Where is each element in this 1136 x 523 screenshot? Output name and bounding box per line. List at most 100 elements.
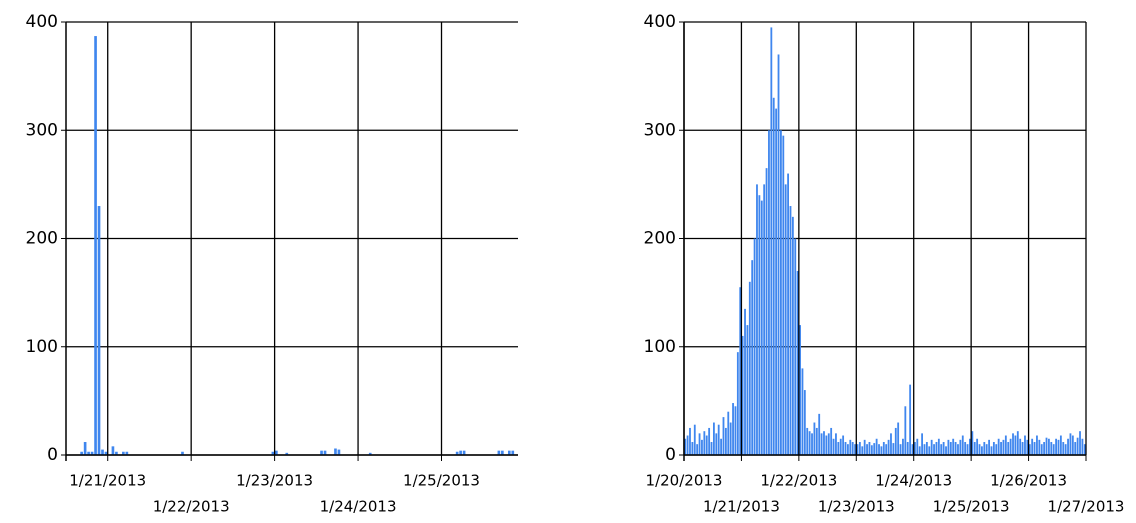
bar [1062,442,1065,455]
bar [885,444,888,455]
bar [1019,438,1022,455]
bar [732,403,734,455]
bar [801,368,804,455]
bar [724,427,727,455]
bar [844,442,847,455]
x-tick-label: 1/27/2013 [1048,498,1125,516]
bar [818,413,821,455]
bar [455,451,459,455]
bar [101,449,104,455]
bar [954,442,957,455]
bar [763,184,766,455]
bar [985,444,988,455]
bar [823,431,825,455]
x-tick-label: 1/23/2013 [818,498,895,516]
bar [686,435,689,455]
bar [794,238,797,455]
y-tick-label: 100 [644,337,676,357]
bar [906,442,909,455]
bar [780,130,782,455]
bar [976,438,979,455]
bar [1059,435,1062,455]
y-tick-label: 200 [644,229,676,249]
bar [890,433,892,455]
bar [1012,433,1014,455]
bar [1050,442,1053,455]
bar [756,184,758,455]
bar [104,451,108,455]
bar [914,442,916,455]
bar [973,442,976,455]
x-tick-label: 1/20/2013 [646,472,723,490]
bar [782,135,785,455]
bar [799,325,801,455]
bar [689,427,691,455]
bar [1016,431,1019,455]
bar [897,422,900,455]
bar [928,446,931,455]
x-tick-label: 1/24/2013 [320,498,397,516]
bar [1055,438,1057,455]
bar [827,433,830,455]
bar [722,417,725,455]
x-tick-label: 1/21/2013 [703,498,780,516]
bar [947,439,950,455]
bar [83,442,87,455]
bar [111,446,115,455]
bar [741,335,744,455]
bar [909,384,912,455]
bar [275,450,278,455]
bar [937,438,940,455]
bar [736,352,739,455]
x-tick-label: 1/26/2013 [990,472,1067,490]
bar [942,442,945,455]
y-tick-label: 300 [644,120,676,140]
bar [899,444,902,455]
bar [94,36,97,455]
bar [842,435,845,455]
bar [964,442,967,455]
bar [90,451,94,455]
bar [935,442,938,455]
bar [959,439,962,455]
bar [952,438,955,455]
bar [961,435,964,455]
bar [925,442,928,455]
bar [1009,438,1012,455]
bar [125,451,129,455]
x-tick-label: 1/25/2013 [933,498,1010,516]
bar [990,446,993,455]
bar [849,439,852,455]
bar [1045,437,1048,455]
bar [459,450,462,455]
bar [940,444,943,455]
bar [787,173,789,456]
bar [696,444,699,455]
bar [768,130,770,455]
bar [720,438,722,455]
bar [181,451,184,455]
bar [966,444,969,455]
bar [892,443,895,455]
bar [995,444,998,455]
bar [368,452,372,455]
y-tick-label: 100 [26,337,58,357]
x-tick-label: 1/21/2013 [69,472,146,490]
bar [710,442,713,455]
bar [856,444,859,455]
y-tick-label: 0 [47,445,58,465]
bar [847,444,849,455]
bar [945,446,947,455]
bar [902,438,904,455]
x-tick-label: 1/25/2013 [403,472,480,490]
bar [957,444,959,455]
bar [87,451,90,455]
bar [751,260,754,455]
bar [1079,431,1081,455]
bar [1021,442,1024,455]
bar [271,451,275,455]
bar [691,442,694,455]
bar [320,450,323,455]
bar [808,431,811,455]
bar [861,446,864,455]
